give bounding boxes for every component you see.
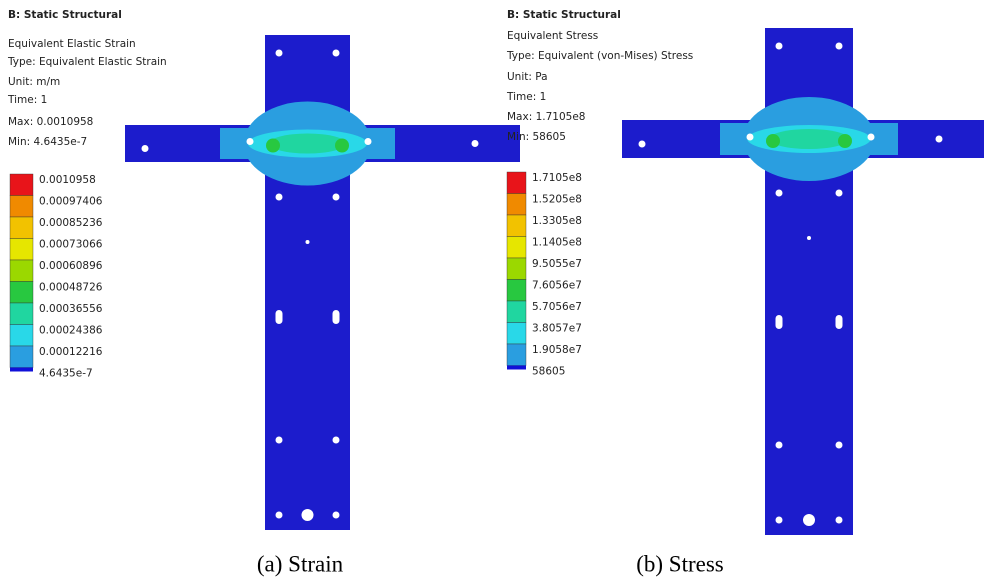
- legend-label: 5.7056e7: [532, 301, 582, 313]
- result-info: Min: 4.6435e-7: [8, 136, 87, 148]
- hole: [365, 138, 372, 145]
- legend-swatch: [507, 301, 526, 323]
- caption: (a) Strain: [257, 551, 344, 576]
- legend-swatch: [507, 172, 526, 194]
- legend-label: 1.9058e7: [532, 344, 582, 356]
- hole: [333, 194, 340, 201]
- hole: [333, 437, 340, 444]
- hole: [333, 512, 340, 519]
- contour: [769, 129, 848, 149]
- legend-label: 0.00085236: [39, 217, 103, 229]
- hole: [276, 194, 283, 201]
- legend-swatch: [10, 282, 33, 304]
- result-info: Max: 1.7105e8: [507, 111, 585, 123]
- legend-swatch: [507, 237, 526, 259]
- hole: [276, 437, 283, 444]
- legend-label: 1.1405e8: [532, 237, 582, 249]
- hole: [639, 141, 646, 148]
- legend-swatch: [10, 325, 33, 347]
- legend-label: 1.7105e8: [532, 172, 582, 184]
- result-title: B: Static Structural: [507, 9, 621, 21]
- result-info: Type: Equivalent (von-Mises) Stress: [506, 50, 693, 62]
- slot: [776, 315, 783, 329]
- legend-label: 9.5055e7: [532, 258, 582, 270]
- hole: [807, 236, 811, 240]
- hotspot: [335, 139, 349, 153]
- hole: [803, 514, 815, 526]
- legend-swatch: [507, 323, 526, 345]
- hotspot: [838, 134, 852, 148]
- hotspot: [266, 139, 280, 153]
- legend-swatch: [507, 194, 526, 216]
- legend-swatch: [10, 196, 33, 218]
- legend-label: 0.00012216: [39, 346, 103, 358]
- result-info: Unit: Pa: [507, 71, 548, 83]
- result-info: Time: 1: [7, 94, 47, 106]
- hole: [836, 190, 843, 197]
- legend-label: 0.00060896: [39, 260, 103, 272]
- contour: [269, 134, 346, 154]
- hole: [836, 517, 843, 524]
- result-title: B: Static Structural: [8, 9, 122, 21]
- legend-swatch: [10, 346, 33, 368]
- legend-swatch: [10, 303, 33, 325]
- legend-swatch: [10, 217, 33, 239]
- result-info: Time: 1: [506, 91, 546, 103]
- figure: B: Static Structural Equivalent Elastic S…: [0, 0, 984, 583]
- hole: [836, 442, 843, 449]
- legend-label: 1.5205e8: [532, 194, 582, 206]
- legend-label: 0.00036556: [39, 303, 103, 315]
- hole: [472, 140, 479, 147]
- slot: [276, 310, 283, 324]
- legend-label: 58605: [532, 366, 565, 378]
- hole: [747, 134, 754, 141]
- hole: [302, 509, 314, 521]
- hole: [333, 50, 340, 57]
- legend-swatch: [507, 344, 526, 366]
- result-info: Type: Equivalent Elastic Strain: [7, 56, 167, 68]
- hole: [776, 43, 783, 50]
- legend-label: 0.00048726: [39, 282, 103, 294]
- hole: [142, 145, 149, 152]
- legend-swatch: [507, 366, 526, 370]
- legend-label: 3.8057e7: [532, 323, 582, 335]
- hole: [776, 190, 783, 197]
- hole: [276, 50, 283, 57]
- hole: [868, 134, 875, 141]
- legend-label: 4.6435e-7: [39, 368, 93, 380]
- slot: [836, 315, 843, 329]
- legend-swatch: [507, 258, 526, 280]
- slot: [333, 310, 340, 324]
- legend-swatch: [10, 174, 33, 196]
- legend-label: 0.00024386: [39, 325, 103, 337]
- legend-swatch: [10, 239, 33, 261]
- legend-label: 0.00073066: [39, 239, 103, 251]
- caption: (b) Stress: [636, 551, 724, 576]
- result-info: Min: 58605: [507, 131, 566, 143]
- hotspot: [766, 134, 780, 148]
- legend-label: 7.6056e7: [532, 280, 582, 292]
- hole: [936, 136, 943, 143]
- legend-label: 0.0010958: [39, 174, 96, 186]
- legend-label: 1.3305e8: [532, 215, 582, 227]
- hole: [776, 442, 783, 449]
- hole: [276, 512, 283, 519]
- hole: [836, 43, 843, 50]
- legend-swatch: [10, 368, 33, 372]
- result-info: Max: 0.0010958: [8, 116, 93, 128]
- legend-swatch: [507, 215, 526, 237]
- legend-swatch: [507, 280, 526, 302]
- legend-swatch: [10, 260, 33, 282]
- hole: [776, 517, 783, 524]
- result-info: Equivalent Elastic Strain: [8, 38, 136, 50]
- result-info: Unit: m/m: [8, 76, 60, 88]
- hole: [306, 240, 310, 244]
- legend-label: 0.00097406: [39, 196, 103, 208]
- hole: [247, 138, 254, 145]
- result-info: Equivalent Stress: [507, 30, 598, 42]
